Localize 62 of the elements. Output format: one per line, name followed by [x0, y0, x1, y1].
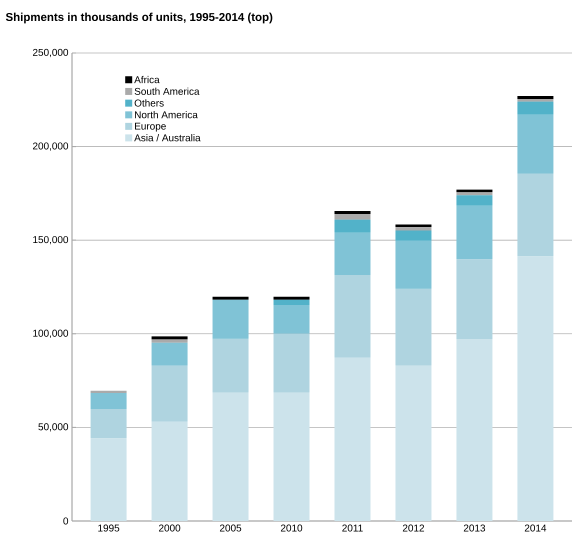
bar [90, 409, 127, 438]
bar [90, 438, 127, 521]
bar [395, 288, 432, 366]
bar [152, 339, 188, 343]
bar [517, 96, 554, 100]
x-tick-label: 2000 [158, 524, 180, 532]
bar [517, 99, 554, 102]
legend-label: Africa [134, 76, 160, 84]
x-tick-label: 2013 [464, 524, 486, 532]
y-tick-label: 0 [63, 517, 68, 525]
bar [334, 210, 370, 214]
bar [456, 190, 492, 192]
x-tick-label: 2012 [402, 524, 424, 532]
bar [334, 220, 370, 233]
y-tick-label: 50,000 [38, 423, 68, 432]
bar [152, 422, 188, 521]
bar [274, 296, 310, 300]
legend-label: Asia / Australia [134, 134, 201, 142]
bar [334, 358, 370, 521]
legend-label: Others [134, 99, 164, 107]
chart-title: Shipments in thousands of units, 1995-2014 (top) [6, 12, 272, 24]
bar [90, 392, 127, 410]
bar [334, 275, 370, 358]
bar [517, 256, 554, 521]
y-tick-label: 250,000 [32, 48, 68, 58]
bar [456, 339, 492, 521]
bar [212, 392, 249, 521]
y-tick-label: 150,000 [33, 236, 68, 244]
bar [274, 300, 310, 305]
bar [517, 174, 554, 256]
legend-label: North America [135, 110, 198, 118]
bar [456, 206, 492, 260]
bar [395, 240, 432, 289]
bar [456, 259, 492, 340]
bar [212, 338, 249, 393]
x-tick-label: 2005 [220, 524, 242, 532]
bar [212, 300, 249, 339]
x-tick-label: 2011 [342, 524, 363, 532]
bar [395, 366, 432, 521]
bar [212, 296, 249, 300]
bar [395, 230, 432, 241]
bar [152, 366, 188, 422]
bar [334, 232, 370, 276]
bar [274, 334, 310, 393]
bar [456, 195, 492, 206]
bar [395, 227, 432, 230]
bar [152, 336, 188, 340]
y-tick-label: 200,000 [32, 142, 68, 151]
x-tick-label: 1995 [98, 524, 120, 532]
bar [152, 342, 188, 366]
legend-label: South America [134, 88, 200, 95]
bar [456, 192, 492, 196]
bar [517, 102, 554, 115]
x-tick-label: 2010 [280, 524, 302, 532]
bar [395, 224, 432, 228]
bar [274, 392, 310, 521]
bar [517, 114, 554, 174]
x-tick-label: 2014 [524, 524, 546, 532]
legend-label: Europe [135, 122, 166, 132]
bar [274, 304, 310, 334]
y-tick-label: 100,000 [33, 330, 68, 338]
bar [334, 214, 370, 220]
